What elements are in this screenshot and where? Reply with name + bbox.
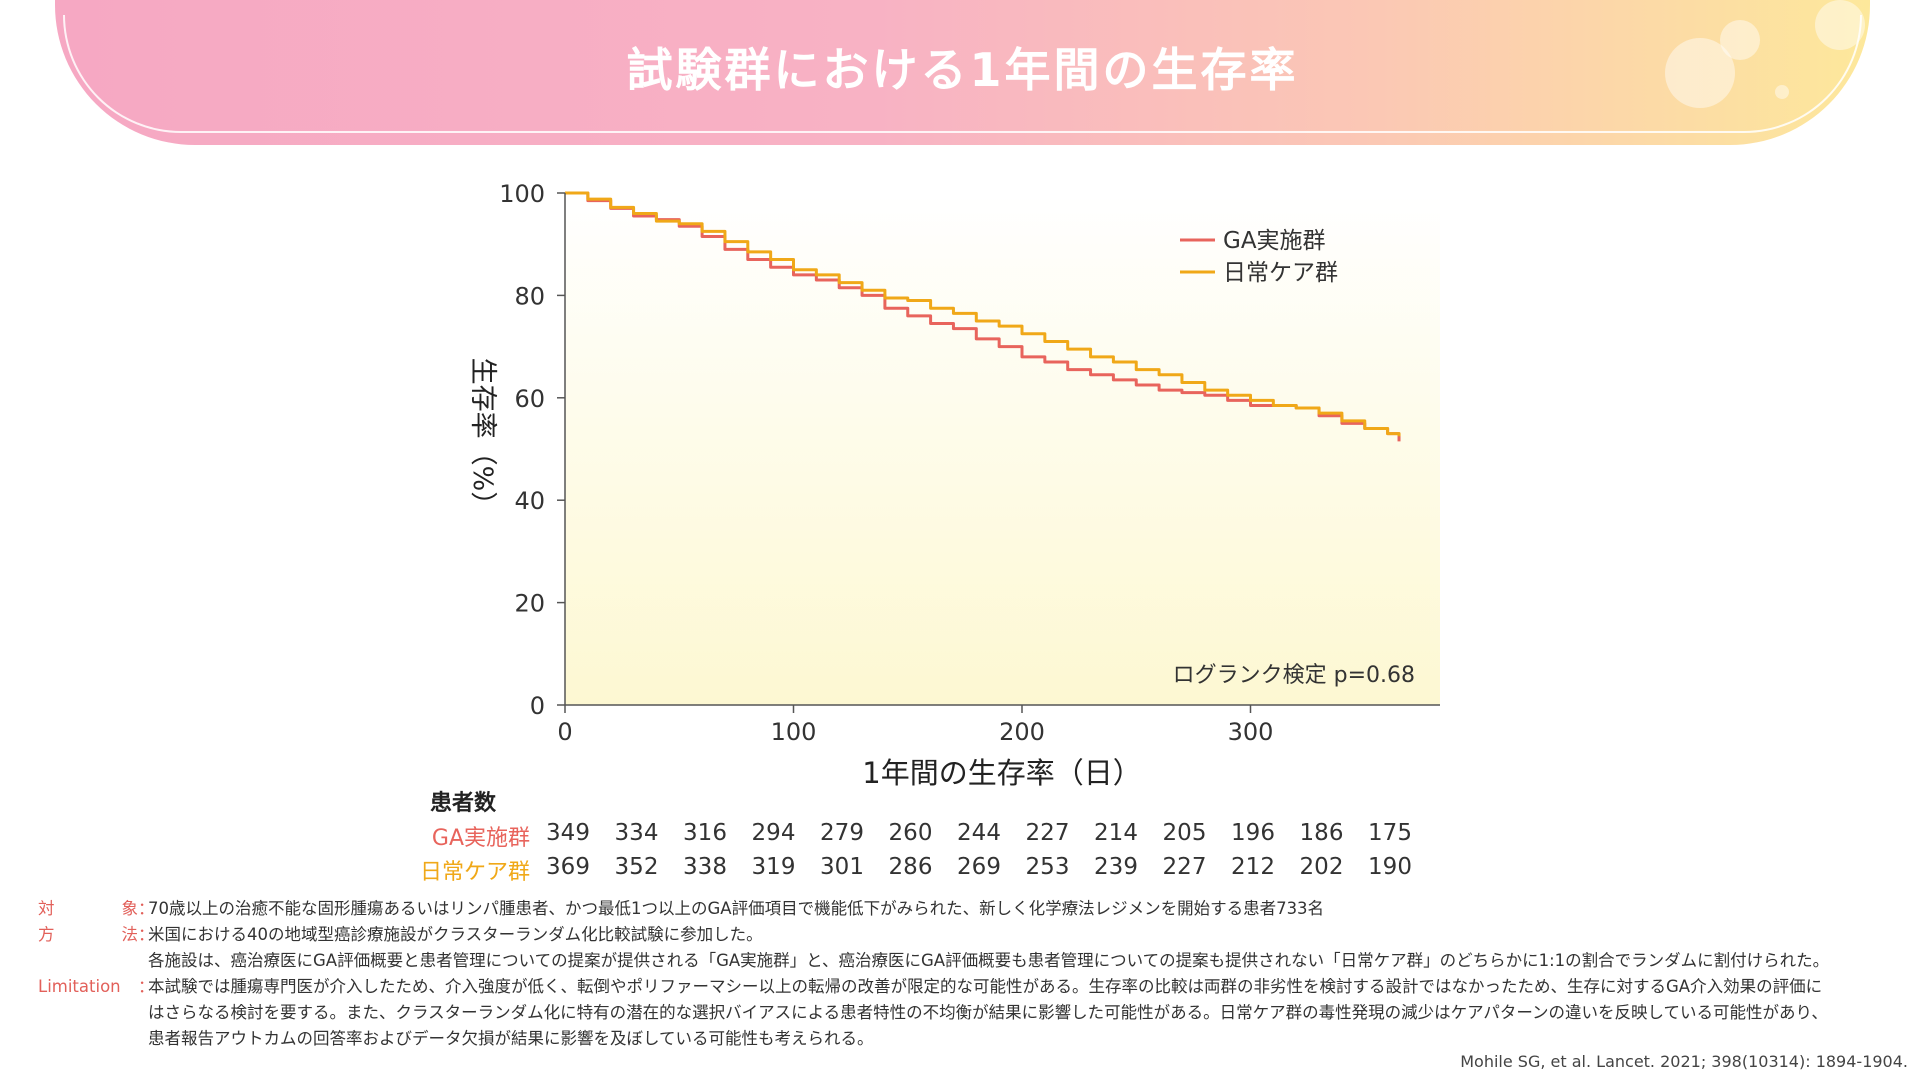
logrank-annotation: ログランク検定 p=0.68 <box>1173 663 1415 688</box>
risk-count: 227 <box>1162 854 1207 880</box>
y-axis-label: 生存率（%） <box>467 358 498 519</box>
risk-table-title: 患者数 <box>430 791 497 816</box>
risk-count: 190 <box>1368 854 1412 880</box>
citation: Mohile SG, et al. Lancet. 2021; 398(1031… <box>1460 1052 1908 1071</box>
risk-count: 202 <box>1299 854 1344 880</box>
note-line: 本試験では腫瘍専門医が介入したため、介入強度が低く、転倒やポリファーマシー以上の… <box>148 977 1823 996</box>
risk-count: 369 <box>546 854 590 880</box>
risk-count: 319 <box>751 854 796 880</box>
risk-table-row: GA実施群 349 334 316 294 279 260 244 227 214 205 196 18… <box>0 820 1920 851</box>
risk-count: 294 <box>751 820 796 846</box>
note-text: 米国における40の地域型癌診療施設がクラスターランダム化比較試験に参加した。各施… <box>148 922 1908 974</box>
x-ticks: 0 100 200 300 <box>557 705 1273 746</box>
note-colon: ： <box>138 977 155 996</box>
risk-row-label: 日常ケア群 <box>419 860 530 885</box>
note-block: 対 象： 70歳以上の治癒不能な固形腫瘍あるいはリンパ腫患者、かつ最低1つ以上のG… <box>38 896 1908 922</box>
series-layer <box>565 191 1401 442</box>
risk-count: 338 <box>683 854 727 880</box>
risk-count: 205 <box>1162 820 1207 846</box>
risk-count: 175 <box>1368 820 1412 846</box>
risk-count: 260 <box>888 820 933 846</box>
y-tick-label: 40 <box>514 487 545 515</box>
risk-count: 279 <box>820 820 864 846</box>
y-tick-label: 0 <box>530 692 545 720</box>
risk-count: 334 <box>614 820 659 846</box>
risk-count: 349 <box>546 820 590 846</box>
note-line: 米国における40の地域型癌診療施設がクラスターランダム化比較試験に参加した。 <box>148 925 763 944</box>
risk-count: 239 <box>1094 854 1138 880</box>
x-axis-label: 1年間の生存率（日） <box>862 756 1141 790</box>
legend: GA実施群 日常ケア群 <box>1180 228 1338 286</box>
plot-background <box>565 195 1440 705</box>
legend-label-usual: 日常ケア群 <box>1223 260 1338 286</box>
y-tick-label: 100 <box>499 180 545 208</box>
note-block: Limitation ：本試験では腫瘍専門医が介入したため、介入強度が低く、転倒や… <box>38 974 1908 1052</box>
legend-label-ga: GA実施群 <box>1223 228 1326 254</box>
note-line: 患者報告アウトカムの回答率およびデータ欠損が結果に影響を及ぼしている可能性も考え… <box>148 1029 874 1048</box>
banner-bubble <box>1775 85 1789 99</box>
series-line-ga <box>565 191 1401 442</box>
x-tick-label: 300 <box>1228 718 1274 746</box>
banner-bubble <box>1815 0 1865 50</box>
risk-count: 286 <box>888 854 933 880</box>
note-text: 70歳以上の治癒不能な固形腫瘍あるいはリンパ腫患者、かつ最低1つ以上のGA評価項… <box>148 896 1908 922</box>
risk-count: 227 <box>1025 820 1070 846</box>
note-line: 各施設は、癌治療医にGA評価概要と患者管理についての提案が提供される「GA実施群… <box>148 951 1830 970</box>
note-line: 70歳以上の治癒不能な固形腫瘍あるいはリンパ腫患者、かつ最低1つ以上のGA評価項… <box>148 899 1325 918</box>
page-title: 試験群における1年間の生存率 <box>626 43 1299 97</box>
y-tick-label: 60 <box>514 385 545 413</box>
study-notes: 対 象： 70歳以上の治癒不能な固形腫瘍あるいはリンパ腫患者、かつ最低1つ以上のG… <box>38 896 1908 1052</box>
y-tick-label: 80 <box>514 282 545 310</box>
risk-count: 214 <box>1094 820 1138 846</box>
note-label: Limitation <box>38 977 121 996</box>
note-line: はさらなる検討を要する。また、クラスターランダム化に特有の潜在的な選択バイアスに… <box>148 1003 1828 1022</box>
y-tick-label: 20 <box>514 590 545 618</box>
banner-bubble <box>1720 20 1760 60</box>
risk-count: 196 <box>1231 820 1275 846</box>
note-block: 方 法：米国における40の地域型癌診療施設がクラスターランダム化比較試験に参加し… <box>38 922 1908 974</box>
risk-count: 316 <box>683 820 727 846</box>
x-tick-label: 100 <box>771 718 817 746</box>
title-banner: 試験群における1年間の生存率 <box>55 0 1870 145</box>
risk-count: 244 <box>957 820 1001 846</box>
survival-chart: 0 20 40 60 80 100 0 100 200 300 GA実施群 日常ケア群 ログラン… <box>467 180 1440 790</box>
risk-count: 269 <box>957 854 1001 880</box>
risk-count: 253 <box>1025 854 1070 880</box>
banner-bubble <box>1665 38 1735 108</box>
note-label: 方 法 <box>38 925 138 944</box>
y-ticks: 0 20 40 60 80 100 <box>499 180 565 720</box>
risk-count: 352 <box>614 854 659 880</box>
risk-count: 212 <box>1231 854 1275 880</box>
risk-row-label: GA実施群 <box>431 826 530 851</box>
note-text: 本試験では腫瘍専門医が介入したため、介入強度が低く、転倒やポリファーマシー以上の… <box>148 974 1908 1052</box>
risk-table-row: 日常ケア群 369 352 338 319 301 286 269 253 239 227 212 20… <box>0 854 1920 885</box>
note-label: 対 象 <box>38 899 138 918</box>
x-tick-label: 200 <box>999 718 1045 746</box>
risk-count: 301 <box>820 854 864 880</box>
note-colon: ： <box>138 899 155 918</box>
risk-count: 186 <box>1299 820 1344 846</box>
x-tick-label: 0 <box>557 718 572 746</box>
series-line-usual-care <box>565 191 1401 437</box>
note-colon: ： <box>138 925 155 944</box>
